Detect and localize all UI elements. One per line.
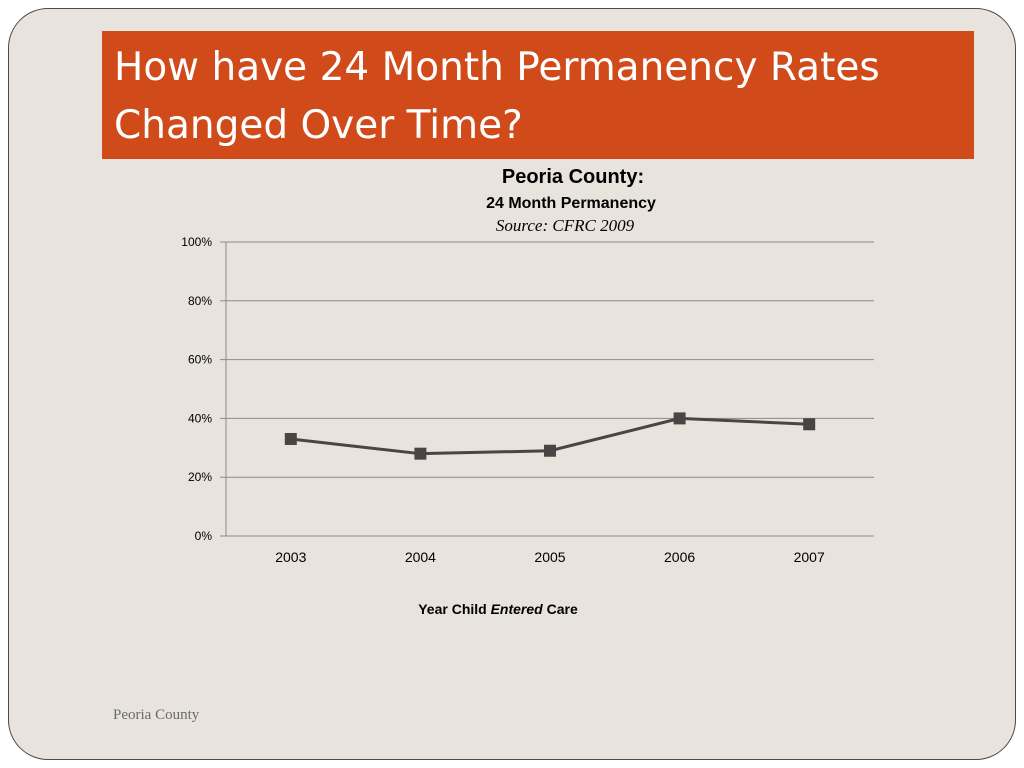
axes	[220, 241, 874, 537]
y-tick-label: 80%	[188, 294, 212, 308]
x-axis-label: Year Child Entered Care	[418, 601, 578, 617]
y-tick-label: 100%	[181, 235, 212, 249]
y-tick-label: 60%	[188, 353, 212, 367]
x-tick-label: 2006	[664, 549, 695, 565]
x-tick-label: 2007	[794, 549, 825, 565]
x-axis-label-part-2: Entered	[491, 601, 544, 617]
y-tick-label: 0%	[195, 529, 213, 543]
series	[284, 412, 816, 460]
slide: How have 24 Month Permanency Rates Chang…	[8, 8, 1016, 760]
slide-title-line-1: How have 24 Month Permanency Rates	[114, 45, 880, 90]
x-axis-label-part-3: Care	[543, 601, 578, 617]
x-axis-label-part-1: Year Child	[418, 601, 490, 617]
y-tick-label: 40%	[188, 411, 212, 425]
y-tick-label: 20%	[188, 470, 212, 484]
slide-title-line-2: Changed Over Time?	[114, 103, 523, 148]
slide-footer: Peoria County	[113, 707, 200, 723]
data-point-2003	[284, 432, 297, 445]
y-tick-labels: 0% 20% 40% 60% 80% 100%	[181, 235, 212, 543]
data-point-2005	[544, 444, 556, 457]
chart-title: Peoria County:	[502, 166, 644, 188]
gridlines	[226, 241, 874, 478]
x-tick-label: 2005	[534, 549, 565, 565]
chart-subtitle: 24 Month Permanency	[486, 195, 656, 212]
x-tick-label: 2004	[405, 549, 436, 565]
chart-source: Source: CFRC 2009	[496, 216, 635, 235]
data-point-2007	[803, 418, 816, 431]
title-banner: How have 24 Month Permanency Rates Chang…	[102, 31, 974, 159]
data-point-2004	[414, 447, 427, 460]
data-point-2006	[673, 412, 686, 425]
x-tick-label: 2003	[275, 549, 306, 565]
x-tick-labels: 2003 2004 2005 2006 2007	[275, 549, 825, 565]
